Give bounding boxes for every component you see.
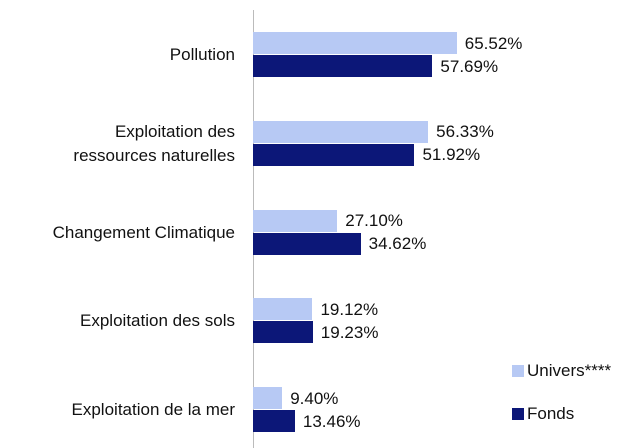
value-label: 51.92% bbox=[422, 145, 481, 165]
category-label: Exploitation des ressources naturelles bbox=[73, 121, 235, 165]
bar bbox=[253, 232, 361, 255]
bar bbox=[253, 410, 295, 433]
value-label: 34.62% bbox=[368, 234, 427, 254]
bar bbox=[253, 321, 313, 344]
category-label: Exploitation des sols bbox=[80, 311, 235, 331]
value-label: 9.40% bbox=[290, 388, 339, 408]
value-label: 56.33% bbox=[436, 122, 494, 142]
bar bbox=[253, 143, 415, 166]
category-label: Pollution bbox=[169, 45, 235, 64]
category-label: Exploitation de la mer bbox=[71, 400, 235, 420]
legend-label: Fonds bbox=[527, 404, 575, 423]
legend-swatch bbox=[512, 365, 524, 377]
bar bbox=[253, 32, 457, 54]
bar bbox=[253, 298, 313, 321]
value-label: 19.23% bbox=[320, 322, 379, 342]
bar bbox=[253, 55, 433, 77]
value-label: 57.69% bbox=[440, 56, 499, 76]
bar bbox=[253, 387, 283, 410]
legend-swatch bbox=[512, 408, 524, 420]
value-label: 13.46% bbox=[302, 411, 361, 431]
value-label: 19.12% bbox=[320, 299, 379, 319]
value-label: 65.52% bbox=[464, 33, 523, 53]
value-label: 27.10% bbox=[345, 211, 403, 231]
bar bbox=[253, 209, 338, 232]
legend-label: Univers**** bbox=[527, 361, 612, 380]
category-label: Changement Climatique bbox=[52, 222, 235, 242]
bar bbox=[253, 120, 429, 143]
